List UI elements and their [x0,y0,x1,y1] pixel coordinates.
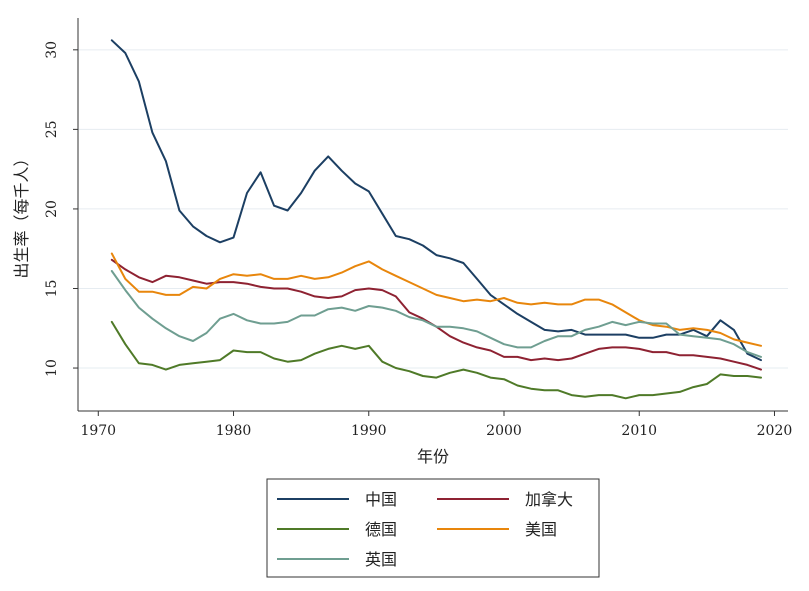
y-tick-label: 20 [44,200,60,218]
gridlines [78,49,788,369]
y-axis-ticks: 10 15 20 25 30 [44,41,78,377]
y-tick-label: 25 [44,120,60,138]
x-tick-label: 1980 [216,423,252,439]
series-line-3 [110,252,762,347]
series-line-1 [110,258,762,371]
legend-label-2: 德国 [365,520,397,539]
x-axis-title: 年份 [417,447,449,466]
x-tick-label: 2010 [621,423,657,439]
legend-label-3: 美国 [525,520,557,539]
y-tick-label: 15 [44,280,60,298]
x-tick-label: 2000 [486,423,522,439]
y-tick-label: 30 [44,41,60,59]
legend-label-4: 英国 [365,550,397,569]
x-axis-ticks: 1970 1980 1990 2000 2010 2020 [80,411,792,439]
y-axis-title: 出生率（每千人） [12,150,31,278]
y-tick-label: 10 [44,359,60,377]
series-line-2 [110,320,762,400]
series-lines [110,39,762,400]
series-line-4 [110,270,762,358]
x-tick-label: 2020 [757,423,793,439]
legend-label-0: 中国 [365,490,397,509]
x-tick-label: 1970 [80,423,116,439]
legend-label-1: 加拿大 [525,490,573,509]
series-line-0 [110,39,762,362]
x-tick-label: 1990 [351,423,387,439]
